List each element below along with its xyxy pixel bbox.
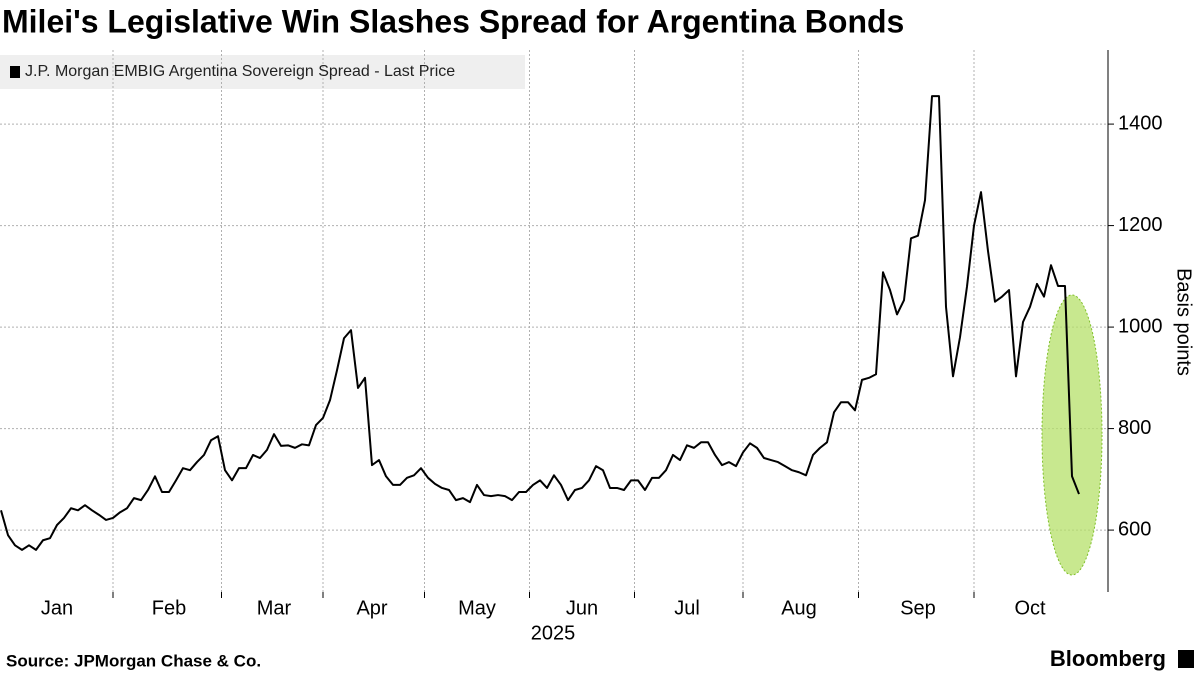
x-tick-label: Apr [356,597,387,619]
x-tick-label: Mar [257,597,292,619]
x-tick-label: Jul [674,597,700,619]
line [0,95,1080,551]
x-tick-label: Sep [900,597,936,619]
x-tick-label: May [458,597,496,619]
source: Source: JPMorgan Chase & Co. [6,651,261,670]
x-tick-label: Aug [781,597,817,619]
x-tick-label: Jun [566,597,598,619]
y-tick-label: 600 [1118,518,1151,540]
legend-swatch [10,66,20,78]
x-axis-label: 2025 [531,622,576,644]
y-tick-label: 1200 [1118,214,1163,236]
highlight [1041,294,1103,576]
y-axis-label: Basis points [1173,268,1195,376]
x-tick-label: Feb [152,597,186,619]
chart-title: Milei's Legislative Win Slashes Spread f… [2,3,904,39]
brand-icon [1178,650,1194,668]
legend-label: J.P. Morgan EMBIG Argentina Sovereign Sp… [25,63,455,80]
y-tick-label: 1000 [1118,315,1163,337]
x-tick-label: Oct [1014,597,1046,619]
y-tick-label: 800 [1118,417,1151,439]
brand: Bloomberg [1050,646,1166,671]
y-tick-label: 1400 [1118,112,1163,134]
x-tick-label: Jan [41,597,73,619]
legend-box [0,55,525,89]
